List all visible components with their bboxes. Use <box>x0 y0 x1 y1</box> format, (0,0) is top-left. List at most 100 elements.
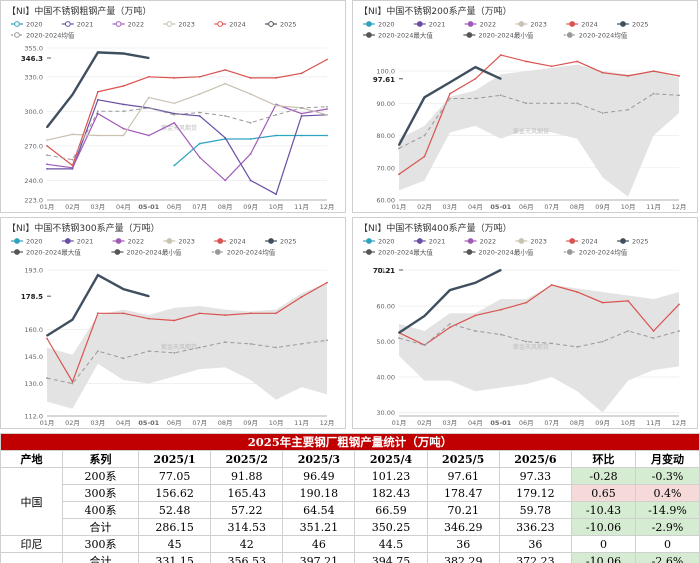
data-point <box>678 94 680 97</box>
table-row: 300系 156.62 165.43 190.18 182.43 178.47 … <box>1 484 700 502</box>
x-tick-label: 06月 <box>167 419 182 427</box>
legend-marker <box>366 249 372 255</box>
data-point <box>627 330 629 332</box>
data-point <box>224 68 227 71</box>
y-tick-label: 100.0 <box>376 68 395 76</box>
data-point <box>147 134 150 137</box>
table-row: 400系 52.48 57.22 64.54 66.59 70.21 59.78… <box>1 501 700 519</box>
series-cell: 200系 <box>62 467 139 485</box>
data-point <box>122 357 125 360</box>
data-point <box>46 337 48 340</box>
x-tick-label: 04月 <box>468 203 483 211</box>
data-point <box>474 281 477 284</box>
legend-label-2022: 2022 <box>128 21 145 29</box>
data-point <box>249 312 252 315</box>
header-cell: 月变动 <box>635 450 700 468</box>
x-tick-label: 12月 <box>672 419 687 427</box>
value-cell: 331.15 <box>137 552 212 563</box>
annotation-label: 178.5 <box>21 293 43 301</box>
series-line-2020-2024 <box>398 323 680 348</box>
x-tick-label: 07月 <box>544 419 559 427</box>
mom-cell: -10.43 <box>571 501 636 519</box>
data-point <box>326 58 328 61</box>
data-point <box>71 380 74 383</box>
data-point <box>550 65 553 68</box>
pct-cell: -2.9% <box>635 518 700 536</box>
watermark: 紫金天风期货 <box>161 343 197 351</box>
x-tick-label: 08月 <box>570 203 585 211</box>
value-cell: 382.29 <box>426 552 500 563</box>
data-point <box>147 317 150 320</box>
x-tick-label: 02月 <box>417 203 432 211</box>
legend-label-2024: 2024 <box>581 238 598 246</box>
x-tick-label: 09月 <box>595 419 610 427</box>
value-cell: 394.75 <box>354 552 428 563</box>
data-point <box>550 284 553 286</box>
value-cell: 101.23 <box>354 467 428 485</box>
value-cell: 156.62 <box>137 484 212 502</box>
data-point <box>122 134 125 137</box>
header-cell: 2025/1 <box>137 450 212 468</box>
pct-cell: 0.4% <box>635 484 700 502</box>
data-point <box>147 57 150 59</box>
data-point <box>449 97 451 100</box>
header-cell: 2025/5 <box>426 450 500 468</box>
value-cell: 46 <box>282 535 356 553</box>
header-cell: 系列 <box>62 450 139 468</box>
x-tick-label: 01月 <box>392 419 407 427</box>
header-cell: 2025/4 <box>354 450 428 468</box>
data-point <box>474 66 477 69</box>
data-point <box>499 333 502 336</box>
data-point <box>398 144 400 146</box>
data-point <box>300 343 303 345</box>
legend-marker <box>566 249 573 255</box>
y-tick-label: 40.00 <box>376 374 395 382</box>
legend-marker <box>14 238 20 244</box>
legend-label-2021: 2021 <box>429 238 446 246</box>
legend-label-2022: 2022 <box>480 21 497 29</box>
y-tick-label: 30.00 <box>376 409 395 417</box>
data-point <box>46 334 48 337</box>
data-point <box>198 346 201 349</box>
x-tick-label: 12月 <box>320 203 335 211</box>
legend-marker <box>366 21 372 27</box>
chart-title: 【NI】中国不锈钢200系产量（万吨） <box>359 5 512 17</box>
data-point <box>97 274 99 276</box>
watermark: 紫金天风期货 <box>161 124 197 132</box>
data-point <box>198 115 201 117</box>
data-point <box>249 153 252 155</box>
legend-label-2023: 2023 <box>530 238 547 246</box>
data-point <box>173 102 176 105</box>
x-tick-label: 02月 <box>65 419 80 427</box>
legend-label-2021: 2021 <box>77 238 94 246</box>
value-cell: 70.21 <box>426 501 500 519</box>
data-point <box>46 154 48 156</box>
data-point <box>398 337 400 339</box>
chart-panel-400: 【NI】中国不锈钢400系产量（万吨） 2020 2021 2022 2023 2024 2… <box>352 217 698 429</box>
chart-title: 【NI】中国不锈钢400系产量（万吨） <box>359 222 512 234</box>
region-cell <box>0 552 63 563</box>
data-point <box>224 314 227 316</box>
data-point <box>173 319 176 322</box>
x-tick-label: 04月 <box>468 419 483 427</box>
legend-marker <box>620 238 626 244</box>
data-point <box>550 102 553 105</box>
x-tick-label: 07月 <box>544 203 559 211</box>
data-point <box>97 98 99 101</box>
legend-marker <box>166 21 173 27</box>
x-tick-label: 07月 <box>192 419 207 427</box>
pct-cell: 0 <box>635 535 700 553</box>
data-point <box>71 318 74 321</box>
data-point <box>499 77 502 80</box>
value-cell: 91.88 <box>210 467 284 485</box>
value-cell: 66.59 <box>354 501 428 519</box>
data-point <box>173 164 176 167</box>
legend-marker <box>467 21 474 27</box>
table-row: 中国 200系 77.05 91.88 96.49 101.23 97.61 9… <box>0 467 700 536</box>
data-point <box>249 121 252 124</box>
legend-label-2020-2024: 2020-2024最大值 <box>26 248 81 257</box>
legend-label-2024: 2024 <box>229 238 246 246</box>
data-point <box>71 382 74 385</box>
chart-panel-crude: 【NI】中国不锈钢粗钢产量（万吨） 2020 2021 2022 2023 2024 202… <box>0 0 346 213</box>
x-tick-label: 05-01 <box>138 203 159 211</box>
